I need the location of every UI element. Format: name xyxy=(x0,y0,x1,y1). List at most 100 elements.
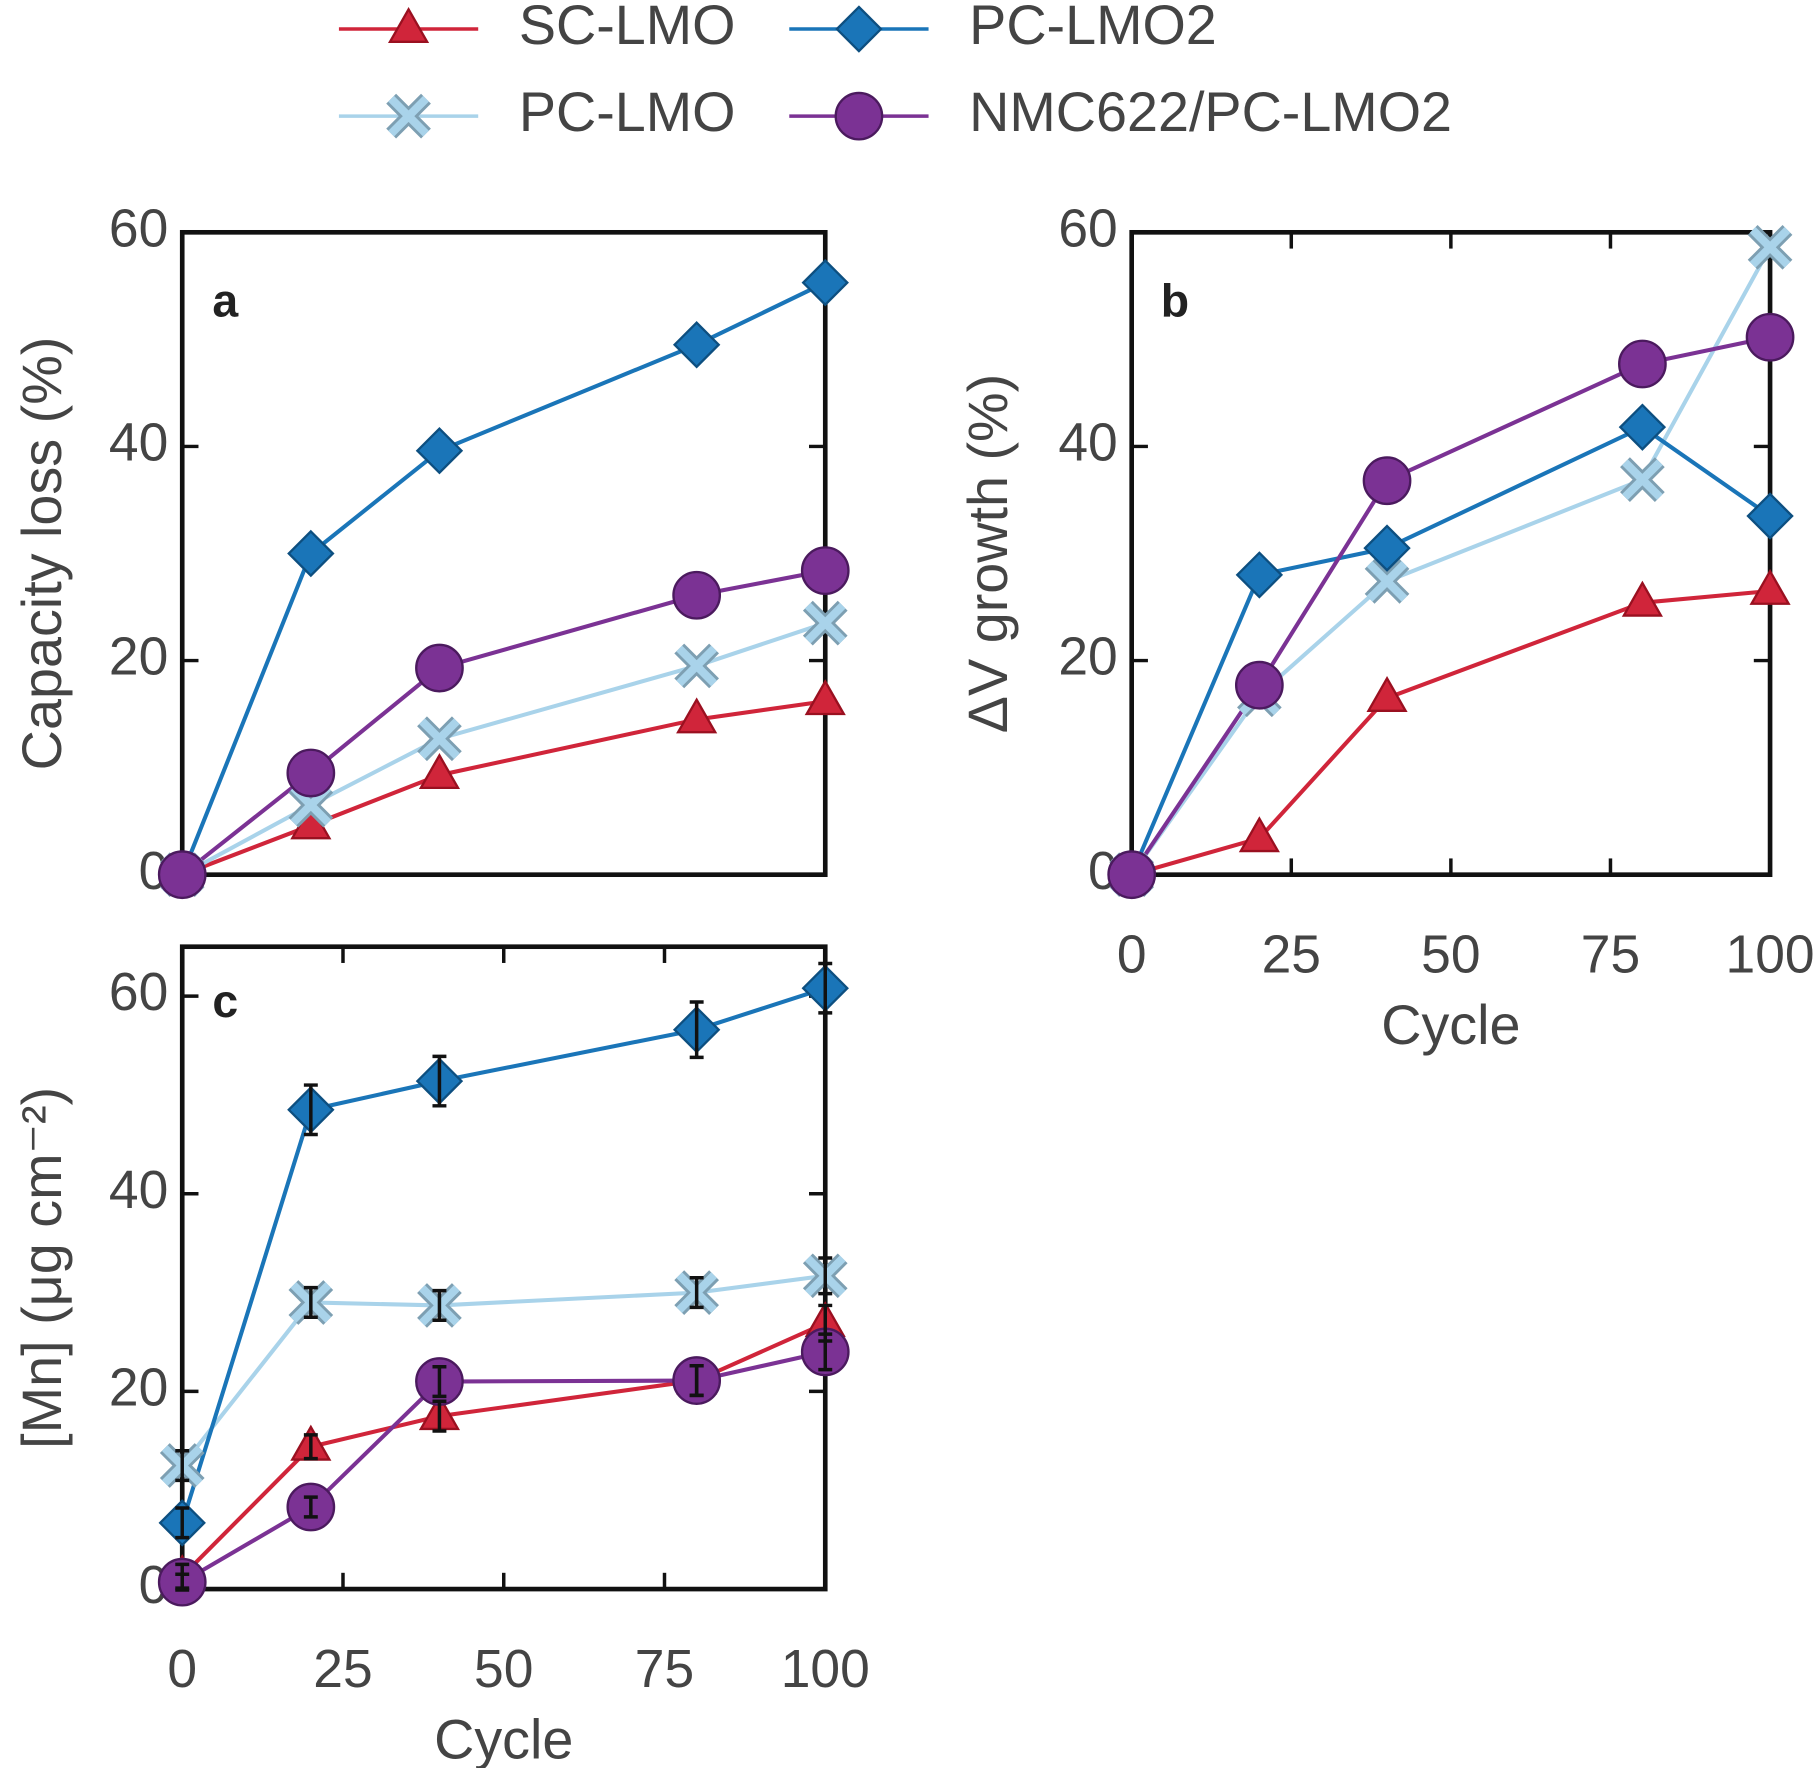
marker xyxy=(287,529,335,578)
x-tick-label: 25 xyxy=(1262,925,1321,984)
error-bar xyxy=(689,1000,704,1060)
marker xyxy=(1746,492,1794,540)
x-tick-label: 0 xyxy=(167,1640,197,1699)
x-tick-label: 100 xyxy=(781,1640,870,1699)
series-line xyxy=(180,1321,827,1578)
error-bar xyxy=(689,1276,704,1310)
legend-label: NMC622/PC-LMO2 xyxy=(969,81,1452,143)
marker xyxy=(1749,568,1791,605)
marker xyxy=(1618,403,1667,451)
y-tick-label: 40 xyxy=(109,414,168,473)
series-line xyxy=(180,986,826,1524)
series-line xyxy=(180,280,827,876)
series-line xyxy=(180,1273,826,1467)
error-bar xyxy=(303,1495,318,1519)
error-bar xyxy=(818,961,833,1015)
marker xyxy=(1618,339,1667,389)
y-tick-label: 40 xyxy=(109,1161,168,1220)
figure-content: SC-LMO PC-LMO PC-LMO2 NMC622/PC-LMO2 0 20 40 60… xyxy=(11,0,1814,1768)
marker xyxy=(1234,660,1284,710)
series-line xyxy=(1130,246,1772,876)
marker xyxy=(835,5,883,53)
marker xyxy=(1362,456,1412,506)
y-axis-label: Capacity loss (%) xyxy=(11,337,73,771)
error-bar xyxy=(303,1083,318,1137)
marker xyxy=(387,6,430,43)
x-tick-label: 50 xyxy=(474,1640,533,1699)
marker xyxy=(386,93,431,139)
x-axis-label: Cycle xyxy=(434,1708,573,1768)
error-bar xyxy=(432,1054,447,1108)
marker-fill xyxy=(388,95,429,137)
marker xyxy=(674,643,719,689)
y-tick-label: 20 xyxy=(1058,628,1117,687)
marker xyxy=(801,258,849,307)
marker-fill xyxy=(804,602,846,644)
marker xyxy=(834,91,884,141)
series-line xyxy=(180,568,826,877)
plot-frame xyxy=(179,944,828,1592)
panel-label: b xyxy=(1161,275,1189,327)
marker xyxy=(157,850,207,900)
marker xyxy=(417,716,462,762)
error-bar xyxy=(818,1256,833,1296)
legend-label: PC-LMO2 xyxy=(969,0,1217,56)
y-tick-label: 60 xyxy=(1058,199,1117,258)
marker xyxy=(800,546,850,596)
marker xyxy=(415,643,464,693)
panel-label: c xyxy=(212,975,238,1027)
series-line xyxy=(1129,424,1772,876)
x-tick-label: 100 xyxy=(1726,925,1815,984)
marker-fill xyxy=(676,645,717,687)
error-bar xyxy=(432,1364,447,1399)
marker-fill xyxy=(419,718,460,760)
marker xyxy=(802,600,848,646)
error-bar xyxy=(303,1433,318,1461)
plot-frame xyxy=(1129,229,1773,878)
marker xyxy=(672,321,721,369)
marker xyxy=(1235,551,1284,599)
error-bar xyxy=(175,1506,190,1540)
y-axis-label: [Mn] (μg cm⁻²) xyxy=(11,1087,73,1449)
marker-fill xyxy=(1622,459,1663,500)
y-tick-label: 20 xyxy=(109,1359,168,1418)
error-bar xyxy=(175,1572,190,1592)
x-tick-label: 25 xyxy=(313,1640,372,1699)
legend-label: PC-LMO xyxy=(519,81,736,143)
y-tick-label: 60 xyxy=(109,199,168,258)
legend-label: SC-LMO xyxy=(519,0,736,56)
marker xyxy=(1238,816,1280,853)
marker xyxy=(1621,580,1663,617)
x-tick-label: 0 xyxy=(1117,925,1147,984)
marker xyxy=(1747,224,1793,270)
error-bar xyxy=(689,1363,704,1398)
marker xyxy=(804,679,846,716)
error-bar xyxy=(818,1332,833,1372)
x-axis-label: Cycle xyxy=(1381,994,1520,1056)
error-bar xyxy=(175,1448,190,1483)
marker xyxy=(1745,312,1795,362)
marker xyxy=(1363,524,1411,572)
y-tick-label: 40 xyxy=(1058,414,1117,473)
y-axis-label: ΔV growth (%) xyxy=(957,374,1019,733)
x-tick-label: 50 xyxy=(1421,925,1480,984)
marker xyxy=(1364,558,1410,604)
x-tick-label: 75 xyxy=(635,1640,694,1699)
error-bar xyxy=(303,1285,318,1320)
marker xyxy=(1620,457,1665,502)
marker xyxy=(672,570,722,620)
error-bar xyxy=(432,1399,447,1433)
error-bar xyxy=(432,1288,447,1323)
series-line xyxy=(181,1349,826,1584)
y-tick-label: 60 xyxy=(109,963,168,1022)
series-line xyxy=(181,699,826,877)
panel-label: a xyxy=(212,275,239,327)
marker-fill xyxy=(1749,227,1791,268)
marker xyxy=(418,753,461,790)
y-tick-label: 20 xyxy=(109,628,168,687)
x-tick-label: 75 xyxy=(1581,925,1640,984)
marker xyxy=(415,427,464,475)
marker xyxy=(1366,675,1408,712)
marker-fill xyxy=(1366,561,1408,602)
